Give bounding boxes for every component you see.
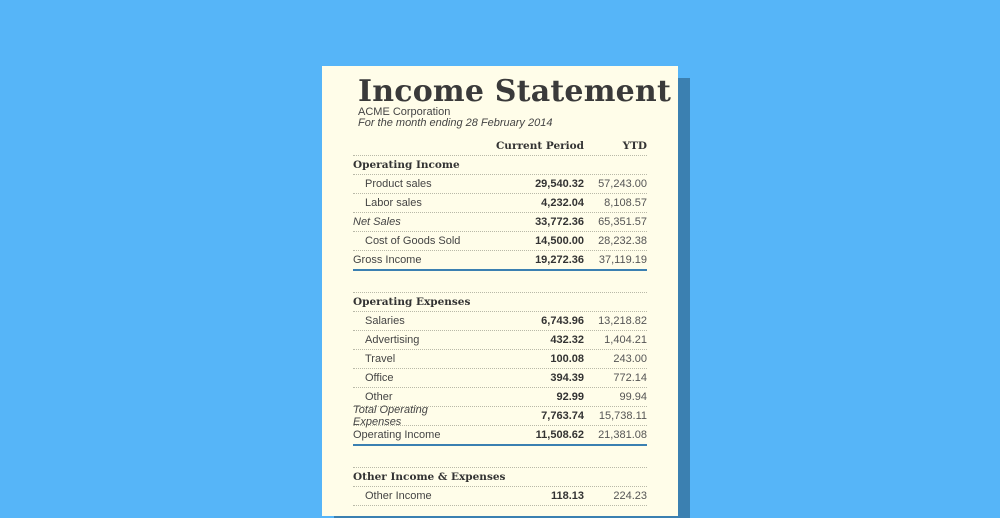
table-row: Travel 100.08 243.00 — [353, 350, 647, 369]
section-heading: Operating Income — [353, 156, 647, 175]
ytd-value: 1,404.21 — [604, 334, 647, 346]
ytd-value: 243.00 — [613, 353, 647, 365]
row-label: Advertising — [365, 334, 420, 346]
row-label: Gross Income — [353, 254, 422, 266]
current-period-value: 29,540.32 — [535, 178, 584, 190]
current-period-value: 4,232.04 — [541, 197, 584, 209]
ytd-value: 13,218.82 — [598, 315, 647, 327]
ytd-value: 65,351.57 — [598, 216, 647, 228]
statement-section: Operating Income Product sales 29,540.32… — [353, 156, 647, 271]
current-period-value: 118.13 — [550, 490, 584, 502]
current-period-value: 92.99 — [556, 391, 584, 403]
row-label: Travel — [365, 353, 396, 365]
table-row: Labor sales 4,232.04 8,108.57 — [353, 194, 647, 213]
current-period-value: 33,772.36 — [535, 216, 584, 228]
row-label: Total Operating Expenses — [353, 404, 428, 428]
sections: Operating Income Product sales 29,540.32… — [353, 156, 647, 506]
ytd-value: 21,381.08 — [598, 429, 647, 441]
current-period-value: 19,272.36 — [535, 254, 584, 266]
ytd-value: 57,243.00 — [598, 178, 647, 190]
table-row: Operating Income 11,508.62 21,381.08 — [353, 426, 647, 446]
section-heading: Operating Expenses — [353, 293, 647, 312]
current-period-value: 14,500.00 — [535, 235, 584, 247]
table-row: Net Sales 33,772.36 65,351.57 — [353, 213, 647, 232]
row-label: Product sales — [365, 178, 432, 190]
column-header-current: Current Period — [495, 140, 584, 152]
ytd-value: 8,108.57 — [604, 197, 647, 209]
table-row: Salaries 6,743.96 13,218.82 — [353, 312, 647, 331]
column-header-row: Current Period YTD — [353, 137, 647, 156]
column-header-ytd: YTD — [622, 140, 647, 152]
ytd-value: 99.94 — [619, 391, 647, 403]
row-label: Net Sales — [353, 216, 401, 228]
row-label: Salaries — [365, 315, 405, 327]
table-row: Gross Income 19,272.36 37,119.19 — [353, 251, 647, 271]
ytd-value: 772.14 — [613, 372, 647, 384]
table-row: Office 394.39 772.14 — [353, 369, 647, 388]
row-label: Other Income — [365, 490, 432, 502]
current-period-value: 100.08 — [550, 353, 584, 365]
table-row: Advertising 432.32 1,404.21 — [353, 331, 647, 350]
table-row: Total Operating Expenses 7,763.74 15,738… — [353, 404, 647, 428]
table-row: Other 92.99 99.94 — [353, 388, 647, 407]
row-label: Operating Income — [353, 429, 441, 441]
ytd-value: 28,232.38 — [598, 235, 647, 247]
company-name: ACME Corporation — [358, 106, 451, 118]
current-period-value: 7,763.74 — [541, 410, 584, 422]
row-label: Other — [365, 391, 393, 403]
statement-table: Current Period YTD Operating Income Prod… — [353, 137, 647, 506]
statement-period: For the month ending 28 February 2014 — [358, 117, 553, 129]
ytd-value: 224.23 — [613, 490, 647, 502]
statement-section: Operating Expenses Salaries 6,743.96 13,… — [353, 292, 647, 446]
row-label: Labor sales — [365, 197, 422, 209]
row-label: Office — [365, 372, 394, 384]
current-period-value: 11,508.62 — [535, 429, 584, 441]
statement-section: Other Income & Expenses Other Income 118… — [353, 467, 647, 506]
current-period-value: 6,743.96 — [541, 315, 584, 327]
table-row: Product sales 29,540.32 57,243.00 — [353, 175, 647, 194]
current-period-value: 394.39 — [550, 372, 584, 384]
table-row: Cost of Goods Sold 14,500.00 28,232.38 — [353, 232, 647, 251]
income-statement-document: Income Statement ACME Corporation For th… — [322, 66, 678, 516]
section-heading: Other Income & Expenses — [353, 468, 647, 487]
ytd-value: 37,119.19 — [598, 254, 647, 266]
current-period-value: 432.32 — [550, 334, 584, 346]
table-row: Other Income 118.13 224.23 — [353, 487, 647, 506]
row-label: Cost of Goods Sold — [365, 235, 461, 247]
page-title: Income Statement — [358, 74, 671, 109]
ytd-value: 15,738.11 — [598, 410, 647, 422]
